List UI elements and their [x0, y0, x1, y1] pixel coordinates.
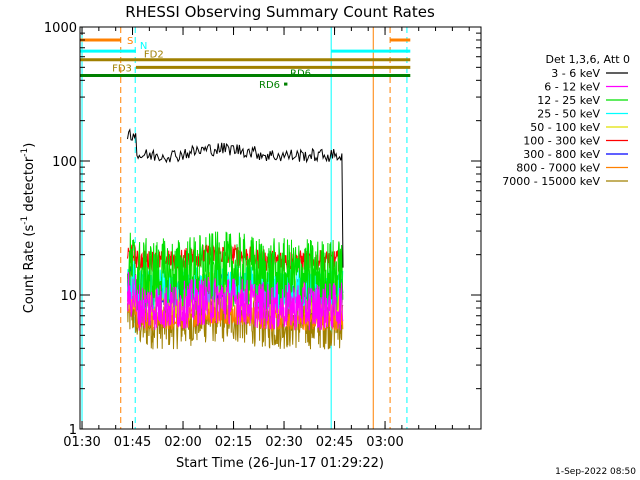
legend-entry-label: 25 - 50 keV	[537, 108, 600, 121]
legend-entry-label: 300 - 800 keV	[523, 148, 600, 161]
series-line	[127, 271, 344, 331]
flag-bar-label: RD6	[259, 80, 280, 91]
flag-bar-label: RD6	[290, 68, 311, 79]
legend-entry-label: 800 - 7000 keV	[516, 162, 600, 175]
series-line	[127, 128, 344, 268]
legend-title: Det 1,3,6, Att 0	[546, 53, 630, 66]
flag-bar-label: S	[127, 36, 133, 47]
y-tick-label: 100	[52, 155, 77, 170]
x-tick-label: 02:00	[164, 435, 201, 450]
y-tick-label: 1	[69, 423, 77, 438]
x-tick-label: 02:45	[316, 435, 353, 450]
series-line	[127, 231, 344, 313]
x-tick-label: 02:30	[265, 435, 302, 450]
legend-entry-label: 7000 - 15000 keV	[502, 175, 600, 188]
flag-bar-label: FD3	[112, 63, 132, 74]
legend-entry-label: 50 - 100 keV	[530, 121, 600, 134]
x-axis: 01:30 01:45 02:00 02:15 02:30 02:45 03:00	[63, 27, 470, 450]
plot-frame	[79, 26, 482, 430]
flag-bar-label: FD2	[144, 50, 164, 61]
x-axis-label: Start Time (26-Jun-17 01:29:22)	[176, 456, 384, 471]
x-tick-label: 01:30	[63, 435, 100, 450]
x-tick-label: 03:00	[366, 435, 403, 450]
x-tick-label: 01:45	[114, 435, 151, 450]
legend-entry-label: 3 - 6 keV	[551, 67, 600, 80]
footer-timestamp: 1-Sep-2022 08:50	[555, 467, 636, 477]
chart-title: RHESSI Observing Summary Count Rates	[125, 3, 435, 21]
x-tick-label: 02:15	[215, 435, 252, 450]
legend-entry-label: 100 - 300 keV	[523, 135, 600, 148]
series-lines	[127, 128, 344, 350]
flag-vertical-lines	[81, 27, 408, 429]
y-tick-label: 1000	[44, 21, 77, 36]
legend-entry-label: 12 - 25 keV	[537, 94, 600, 107]
y-tick-label: 10	[60, 289, 77, 304]
flag-bar-label: N	[140, 41, 147, 52]
y-axis-label: Count Rate (s-1 detector-1)	[20, 143, 37, 314]
legend-entry-label: 6 - 12 keV	[544, 81, 600, 94]
y-axis: 1 10 100 1000	[44, 21, 481, 438]
